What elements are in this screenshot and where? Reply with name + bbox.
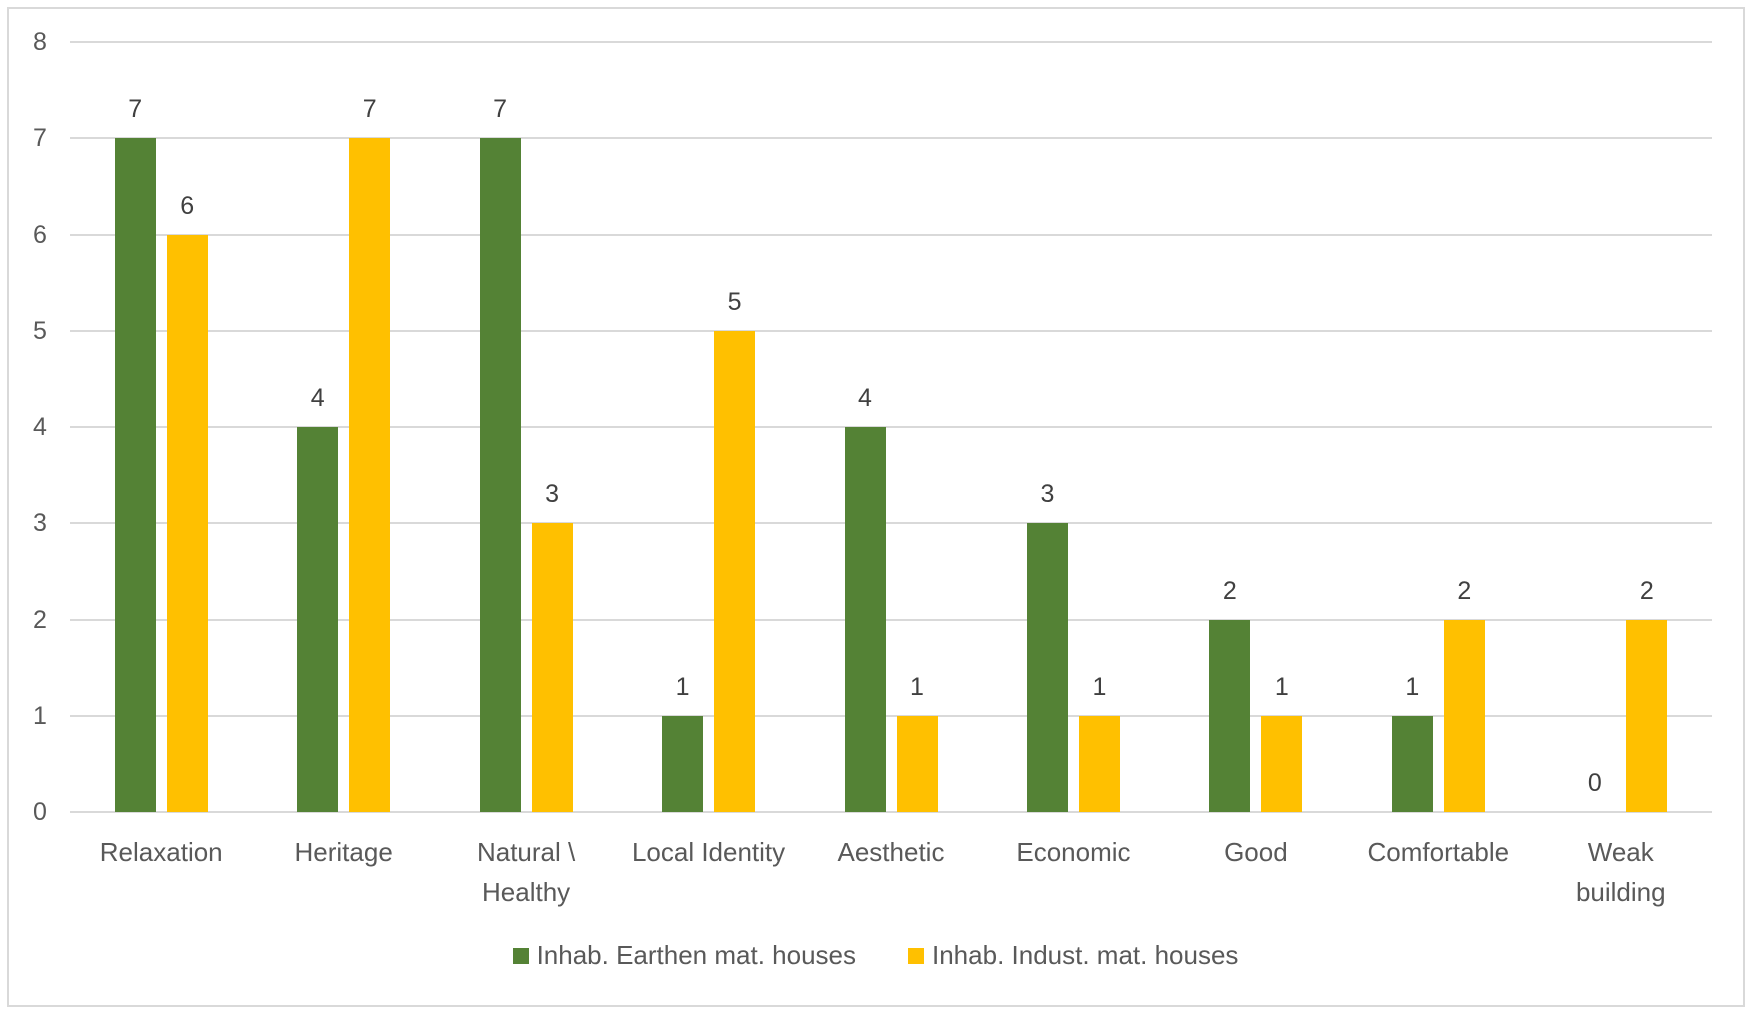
bar-series-1 xyxy=(1626,619,1668,812)
gridline xyxy=(70,329,1712,332)
bar-series-0 xyxy=(844,427,886,812)
legend-label: Inhab. Earthen mat. houses xyxy=(536,940,856,970)
data-label: 4 xyxy=(310,384,325,412)
data-label: 7 xyxy=(493,95,508,124)
bar-series-0 xyxy=(1026,523,1068,812)
bar-series-1 xyxy=(349,138,391,812)
data-label: 1 xyxy=(1405,672,1420,701)
data-label: 7 xyxy=(362,95,377,124)
gridline xyxy=(70,41,1712,43)
y-tick-label: 6 xyxy=(33,220,47,249)
data-label: 3 xyxy=(1040,480,1055,509)
legend-swatch-icon xyxy=(908,947,924,964)
bar-series-0 xyxy=(297,427,339,812)
data-label: 4 xyxy=(858,384,872,412)
x-category-label: Heritage xyxy=(294,837,393,867)
x-category-label: Comfortable xyxy=(1367,837,1510,867)
bar-series-1 xyxy=(1261,715,1303,812)
bar-series-0 xyxy=(1209,619,1251,812)
y-tick-label: 5 xyxy=(33,316,47,345)
bar-series-0 xyxy=(662,715,704,812)
bar-series-0 xyxy=(479,138,521,812)
y-tick-label: 1 xyxy=(33,701,47,730)
data-label: 5 xyxy=(727,287,742,316)
data-label: 1 xyxy=(1274,672,1289,701)
bar-series-1 xyxy=(1078,715,1120,812)
data-label: 1 xyxy=(675,672,690,701)
gridline xyxy=(70,714,1712,717)
x-category-label: Relaxation xyxy=(99,837,223,867)
x-category-label: Good xyxy=(1224,837,1288,867)
legend-swatch-icon xyxy=(512,947,529,964)
bar-series-1 xyxy=(1443,619,1485,812)
gridline xyxy=(70,426,1712,428)
x-category-label: Economic xyxy=(1016,837,1131,867)
gridline xyxy=(70,233,1712,236)
data-label: 2 xyxy=(1457,576,1472,605)
data-label: 1 xyxy=(910,672,924,701)
legend-item: Inhab. Earthen mat. houses xyxy=(512,940,856,971)
bar-series-1 xyxy=(166,234,208,812)
bar-series-0 xyxy=(114,138,156,812)
x-category-label: Natural \ Healthy xyxy=(476,837,576,907)
y-tick-label: 3 xyxy=(33,509,47,538)
y-tick-label: 7 xyxy=(33,124,47,153)
bar-series-1 xyxy=(531,523,573,812)
bar-series-1 xyxy=(896,715,938,812)
data-label: 2 xyxy=(1222,576,1237,605)
y-tick-label: 4 xyxy=(33,413,47,441)
gridline xyxy=(70,522,1712,525)
bar-series-1 xyxy=(714,330,756,812)
data-label: 1 xyxy=(1092,672,1107,701)
gridline xyxy=(70,137,1712,140)
data-label: 3 xyxy=(545,480,560,509)
data-label: 7 xyxy=(128,95,143,124)
legend: Inhab. Earthen mat. houses Inhab. Indust.… xyxy=(0,940,1751,971)
data-label: 6 xyxy=(180,191,195,220)
legend-label: Inhab. Indust. mat. houses xyxy=(932,940,1239,970)
y-tick-label: 8 xyxy=(33,28,47,56)
y-tick-label: 0 xyxy=(33,798,47,826)
x-category-label: Weak building xyxy=(1575,837,1666,907)
legend-item: Inhab. Indust. mat. houses xyxy=(908,940,1238,971)
gridline xyxy=(70,811,1712,813)
gridline xyxy=(70,618,1712,621)
x-category-label: Aesthetic xyxy=(837,837,945,867)
plot-area: 0 1 2 3 4 5 6 7 8 7 6 Relaxation 4 7 Heritage 7 3 Natural… xyxy=(33,28,1712,907)
y-tick-label: 2 xyxy=(33,605,47,634)
bar-series-0 xyxy=(1391,715,1433,812)
x-category-label: Local Identity xyxy=(631,837,786,867)
data-label: 2 xyxy=(1639,576,1654,605)
data-label: 0 xyxy=(1587,769,1602,797)
